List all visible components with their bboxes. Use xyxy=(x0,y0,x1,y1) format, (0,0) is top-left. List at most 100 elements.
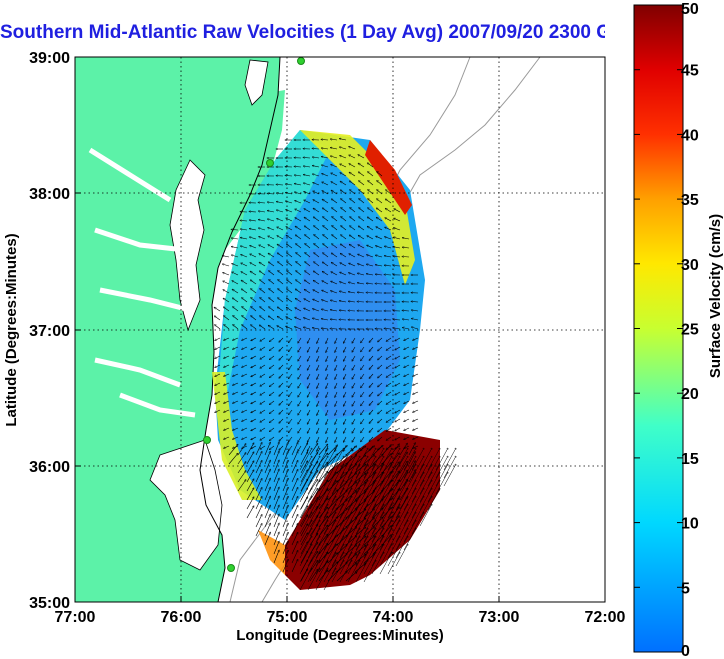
velocity-vector xyxy=(224,427,230,430)
velocity-vector xyxy=(317,364,320,371)
velocity-vector xyxy=(300,569,308,582)
velocity-vector xyxy=(354,536,366,546)
velocity-vector xyxy=(246,470,254,483)
velocity-vector xyxy=(237,444,246,456)
velocity-vector xyxy=(299,488,312,511)
velocity-vector xyxy=(242,337,248,340)
velocity-vector xyxy=(379,496,392,519)
velocity-vector xyxy=(357,292,365,293)
velocity-vector xyxy=(307,364,311,370)
velocity-vector xyxy=(326,418,329,425)
velocity-vector xyxy=(246,506,254,519)
velocity-vector xyxy=(404,355,410,359)
colorbar-tick-label: 10 xyxy=(681,516,699,533)
velocity-vector xyxy=(345,527,357,537)
velocity-vector xyxy=(260,373,266,377)
velocity-vector xyxy=(322,199,329,204)
velocity-vector xyxy=(312,166,320,168)
velocity-vector xyxy=(339,536,352,559)
velocity-vector xyxy=(343,364,347,370)
velocity-vector xyxy=(307,544,320,567)
velocity-vector xyxy=(404,346,410,350)
velocity-vector xyxy=(241,280,248,285)
velocity-vector xyxy=(335,418,338,425)
velocity-vector xyxy=(309,443,318,456)
velocity-vector xyxy=(404,364,410,368)
velocity-vector xyxy=(278,298,284,303)
velocity-vector xyxy=(367,245,374,249)
velocity-vector xyxy=(251,337,257,341)
velocity-vector xyxy=(259,325,266,330)
velocity-vector xyxy=(312,309,320,312)
velocity-vector xyxy=(246,443,254,456)
velocity-vector xyxy=(435,448,448,471)
velocity-vector xyxy=(291,541,298,555)
velocity-vector xyxy=(339,480,352,503)
y-axis-label: Latitude (Degrees:Minutes) xyxy=(3,233,20,426)
velocity-vector xyxy=(223,298,230,303)
velocity-vector xyxy=(427,448,440,471)
velocity-vector xyxy=(399,461,407,474)
velocity-vector xyxy=(215,346,221,350)
velocity-vector xyxy=(355,512,368,535)
velocity-vector xyxy=(332,235,338,240)
velocity-vector xyxy=(269,418,275,423)
velocity-vector xyxy=(326,409,329,416)
velocity-vector xyxy=(305,271,311,276)
velocity-vector xyxy=(317,436,320,443)
velocity-vector xyxy=(255,478,262,492)
velocity-vector xyxy=(402,310,410,311)
velocity-vector xyxy=(273,496,279,510)
velocity-vector xyxy=(376,227,383,231)
velocity-vector xyxy=(307,536,320,559)
velocity-vector xyxy=(393,319,401,320)
velocity-vector xyxy=(402,328,410,330)
velocity-vector xyxy=(300,533,308,546)
colorbar-label: Surface Velocity (cm/s) xyxy=(707,214,724,378)
velocity-vector xyxy=(307,520,320,543)
radar-station-marker xyxy=(203,436,211,444)
velocity-vector xyxy=(307,560,320,583)
velocity-vector xyxy=(345,473,357,483)
velocity-vector xyxy=(427,464,440,487)
velocity-vector xyxy=(395,373,401,377)
velocity-vector xyxy=(315,528,328,551)
velocity-vector xyxy=(300,497,308,510)
velocity-vector xyxy=(378,364,383,369)
velocity-vector xyxy=(378,400,383,405)
velocity-vector xyxy=(358,163,365,168)
velocity-vector xyxy=(357,302,365,303)
velocity-vector xyxy=(232,373,239,376)
velocity-vector xyxy=(355,496,368,519)
velocity-vector xyxy=(287,271,293,276)
velocity-vector xyxy=(288,382,293,388)
velocity-vector xyxy=(296,244,302,249)
velocity-vector xyxy=(309,569,318,582)
velocity-vector xyxy=(372,463,383,474)
velocity-vectors xyxy=(214,139,456,591)
velocity-vector xyxy=(361,427,365,433)
velocity-vector xyxy=(276,193,284,194)
velocity-vector xyxy=(224,316,230,321)
velocity-vector xyxy=(395,346,401,350)
velocity-vector xyxy=(335,346,338,353)
velocity-vector xyxy=(259,245,266,249)
velocity-vector xyxy=(269,307,275,312)
velocity-vector xyxy=(347,488,360,511)
velocity-vector xyxy=(336,509,347,519)
velocity-vector xyxy=(299,520,312,543)
velocity-vector xyxy=(322,262,329,267)
velocity-vector xyxy=(419,488,432,511)
velocity-vector xyxy=(395,391,401,395)
velocity-vector xyxy=(387,520,400,543)
velocity-vector xyxy=(323,520,336,543)
velocity-vector xyxy=(242,445,248,448)
velocity-vector xyxy=(343,373,347,379)
velocity-vector xyxy=(404,337,410,341)
velocity-vector xyxy=(378,418,383,423)
velocity-vector xyxy=(282,550,288,564)
velocity-vector xyxy=(273,478,279,492)
velocity-vector xyxy=(228,453,238,465)
velocity-vector xyxy=(403,504,416,527)
velocity-vector xyxy=(303,183,311,186)
